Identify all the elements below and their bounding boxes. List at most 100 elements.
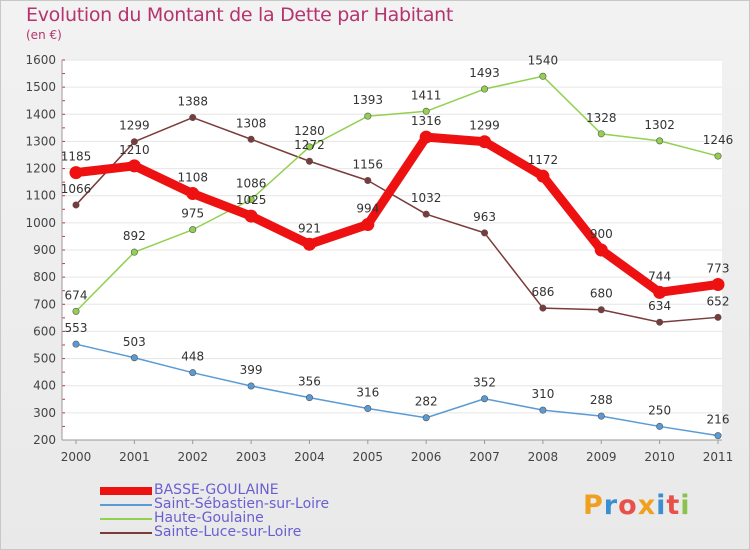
legend-label: BASSE-GOULAINE bbox=[154, 482, 279, 498]
data-label: 900 bbox=[590, 227, 613, 241]
proxiti-logo: Proxiti bbox=[583, 490, 691, 521]
data-label: 1066 bbox=[61, 182, 92, 196]
x-tick-label: 2001 bbox=[119, 450, 150, 464]
x-tick-label: 2009 bbox=[586, 450, 617, 464]
chart-title: Evolution du Montant de la Dette par Hab… bbox=[26, 4, 454, 26]
data-point bbox=[361, 217, 375, 231]
data-label: 553 bbox=[65, 321, 88, 335]
y-tick-label: 1200 bbox=[25, 162, 56, 176]
data-point bbox=[711, 277, 725, 291]
y-tick-label: 800 bbox=[33, 270, 56, 284]
data-point bbox=[72, 201, 80, 209]
data-label: 1328 bbox=[586, 111, 617, 125]
x-tick-label: 2008 bbox=[528, 450, 559, 464]
data-label: 310 bbox=[531, 387, 554, 401]
data-point bbox=[597, 306, 605, 314]
data-label: 1302 bbox=[644, 118, 675, 132]
data-label: 1185 bbox=[61, 150, 92, 164]
data-label: 1156 bbox=[353, 158, 384, 172]
data-point bbox=[72, 307, 80, 315]
data-label: 1280 bbox=[294, 124, 325, 138]
x-tick-label: 2004 bbox=[294, 450, 325, 464]
data-point bbox=[536, 169, 550, 183]
data-label: 1210 bbox=[119, 143, 150, 157]
legend-label: Haute-Goulaine bbox=[154, 510, 264, 526]
data-point bbox=[72, 340, 80, 348]
data-label: 680 bbox=[590, 287, 613, 301]
data-label: 1299 bbox=[469, 119, 500, 133]
data-point bbox=[714, 313, 722, 321]
grid-lines bbox=[61, 59, 722, 441]
y-axis-ticks: 200 300 400 500 600 700 800 900 1000 1100 1200 1300… bbox=[25, 53, 56, 447]
data-point bbox=[714, 152, 722, 160]
legend-item-haute-goulaine: Haute-Goulaine bbox=[100, 510, 360, 526]
data-point bbox=[481, 395, 489, 403]
data-point bbox=[247, 196, 255, 204]
series-line-3 bbox=[75, 116, 719, 323]
data-label: 921 bbox=[298, 221, 321, 235]
data-label: 316 bbox=[356, 386, 379, 400]
legend-label: Sainte-Luce-sur-Loire bbox=[154, 524, 302, 540]
data-point bbox=[597, 412, 605, 420]
data-point bbox=[481, 229, 489, 237]
x-tick-label: 2000 bbox=[61, 450, 92, 464]
data-label: 1025 bbox=[236, 193, 267, 207]
data-label: 773 bbox=[707, 261, 730, 275]
data-label: 1308 bbox=[236, 116, 267, 130]
data-point bbox=[594, 243, 608, 257]
data-label: 652 bbox=[707, 294, 730, 308]
y-tick-label: 1000 bbox=[25, 216, 56, 230]
data-point bbox=[247, 135, 255, 143]
data-label: 250 bbox=[648, 403, 671, 417]
data-point bbox=[189, 369, 197, 377]
data-label: 1272 bbox=[294, 138, 325, 152]
data-label: 1316 bbox=[411, 114, 442, 128]
logo-letter: o bbox=[618, 490, 638, 521]
x-tick-label: 2011 bbox=[703, 450, 734, 464]
y-tick-label: 400 bbox=[33, 379, 56, 393]
data-point bbox=[130, 138, 138, 146]
data-label: 1493 bbox=[469, 66, 500, 80]
legend-swatch-saint-sebastien bbox=[100, 504, 152, 506]
data-label: 288 bbox=[590, 393, 613, 407]
x-tick-label: 2007 bbox=[469, 450, 500, 464]
x-axis-ticks: 2000 2001 2002 2003 2004 2005 2006 2007 2008 2009… bbox=[61, 440, 734, 464]
data-point bbox=[364, 112, 372, 120]
data-label: 975 bbox=[181, 207, 204, 221]
data-label: 744 bbox=[648, 269, 671, 283]
data-point bbox=[419, 130, 433, 144]
data-point bbox=[247, 382, 255, 390]
legend-item-saint-sebastien: Saint-Sébastien-sur-Loire bbox=[100, 496, 360, 512]
logo-letter: t bbox=[666, 490, 681, 521]
data-label: 963 bbox=[473, 210, 496, 224]
data-label: 1411 bbox=[411, 88, 442, 102]
x-tick-label: 2006 bbox=[411, 450, 442, 464]
data-label: 1032 bbox=[411, 191, 442, 205]
logo-letter: i bbox=[656, 490, 667, 521]
data-label: 892 bbox=[123, 229, 146, 243]
data-label: 399 bbox=[240, 363, 263, 377]
data-point bbox=[597, 130, 605, 138]
data-point bbox=[130, 354, 138, 362]
data-point bbox=[130, 248, 138, 256]
legend-swatch-haute-goulaine bbox=[100, 518, 152, 520]
data-point bbox=[656, 422, 664, 430]
data-point bbox=[189, 114, 197, 122]
y-tick-label: 700 bbox=[33, 297, 56, 311]
y-tick-label: 300 bbox=[33, 406, 56, 420]
data-point bbox=[69, 166, 83, 180]
data-label: 448 bbox=[181, 350, 204, 364]
data-point bbox=[422, 210, 430, 218]
series-line-2 bbox=[75, 75, 719, 313]
data-label: 356 bbox=[298, 375, 321, 389]
logo-letter: i bbox=[680, 490, 691, 521]
data-point bbox=[305, 143, 313, 151]
data-point bbox=[478, 135, 492, 149]
data-label: 1299 bbox=[119, 119, 150, 133]
y-tick-label: 1500 bbox=[25, 80, 56, 94]
data-label: 1388 bbox=[177, 95, 208, 109]
data-point bbox=[189, 226, 197, 234]
y-tick-label: 1300 bbox=[25, 134, 56, 148]
legend: BASSE-GOULAINE Saint-Sébastien-sur-Loire… bbox=[100, 482, 360, 540]
data-point bbox=[127, 159, 141, 173]
